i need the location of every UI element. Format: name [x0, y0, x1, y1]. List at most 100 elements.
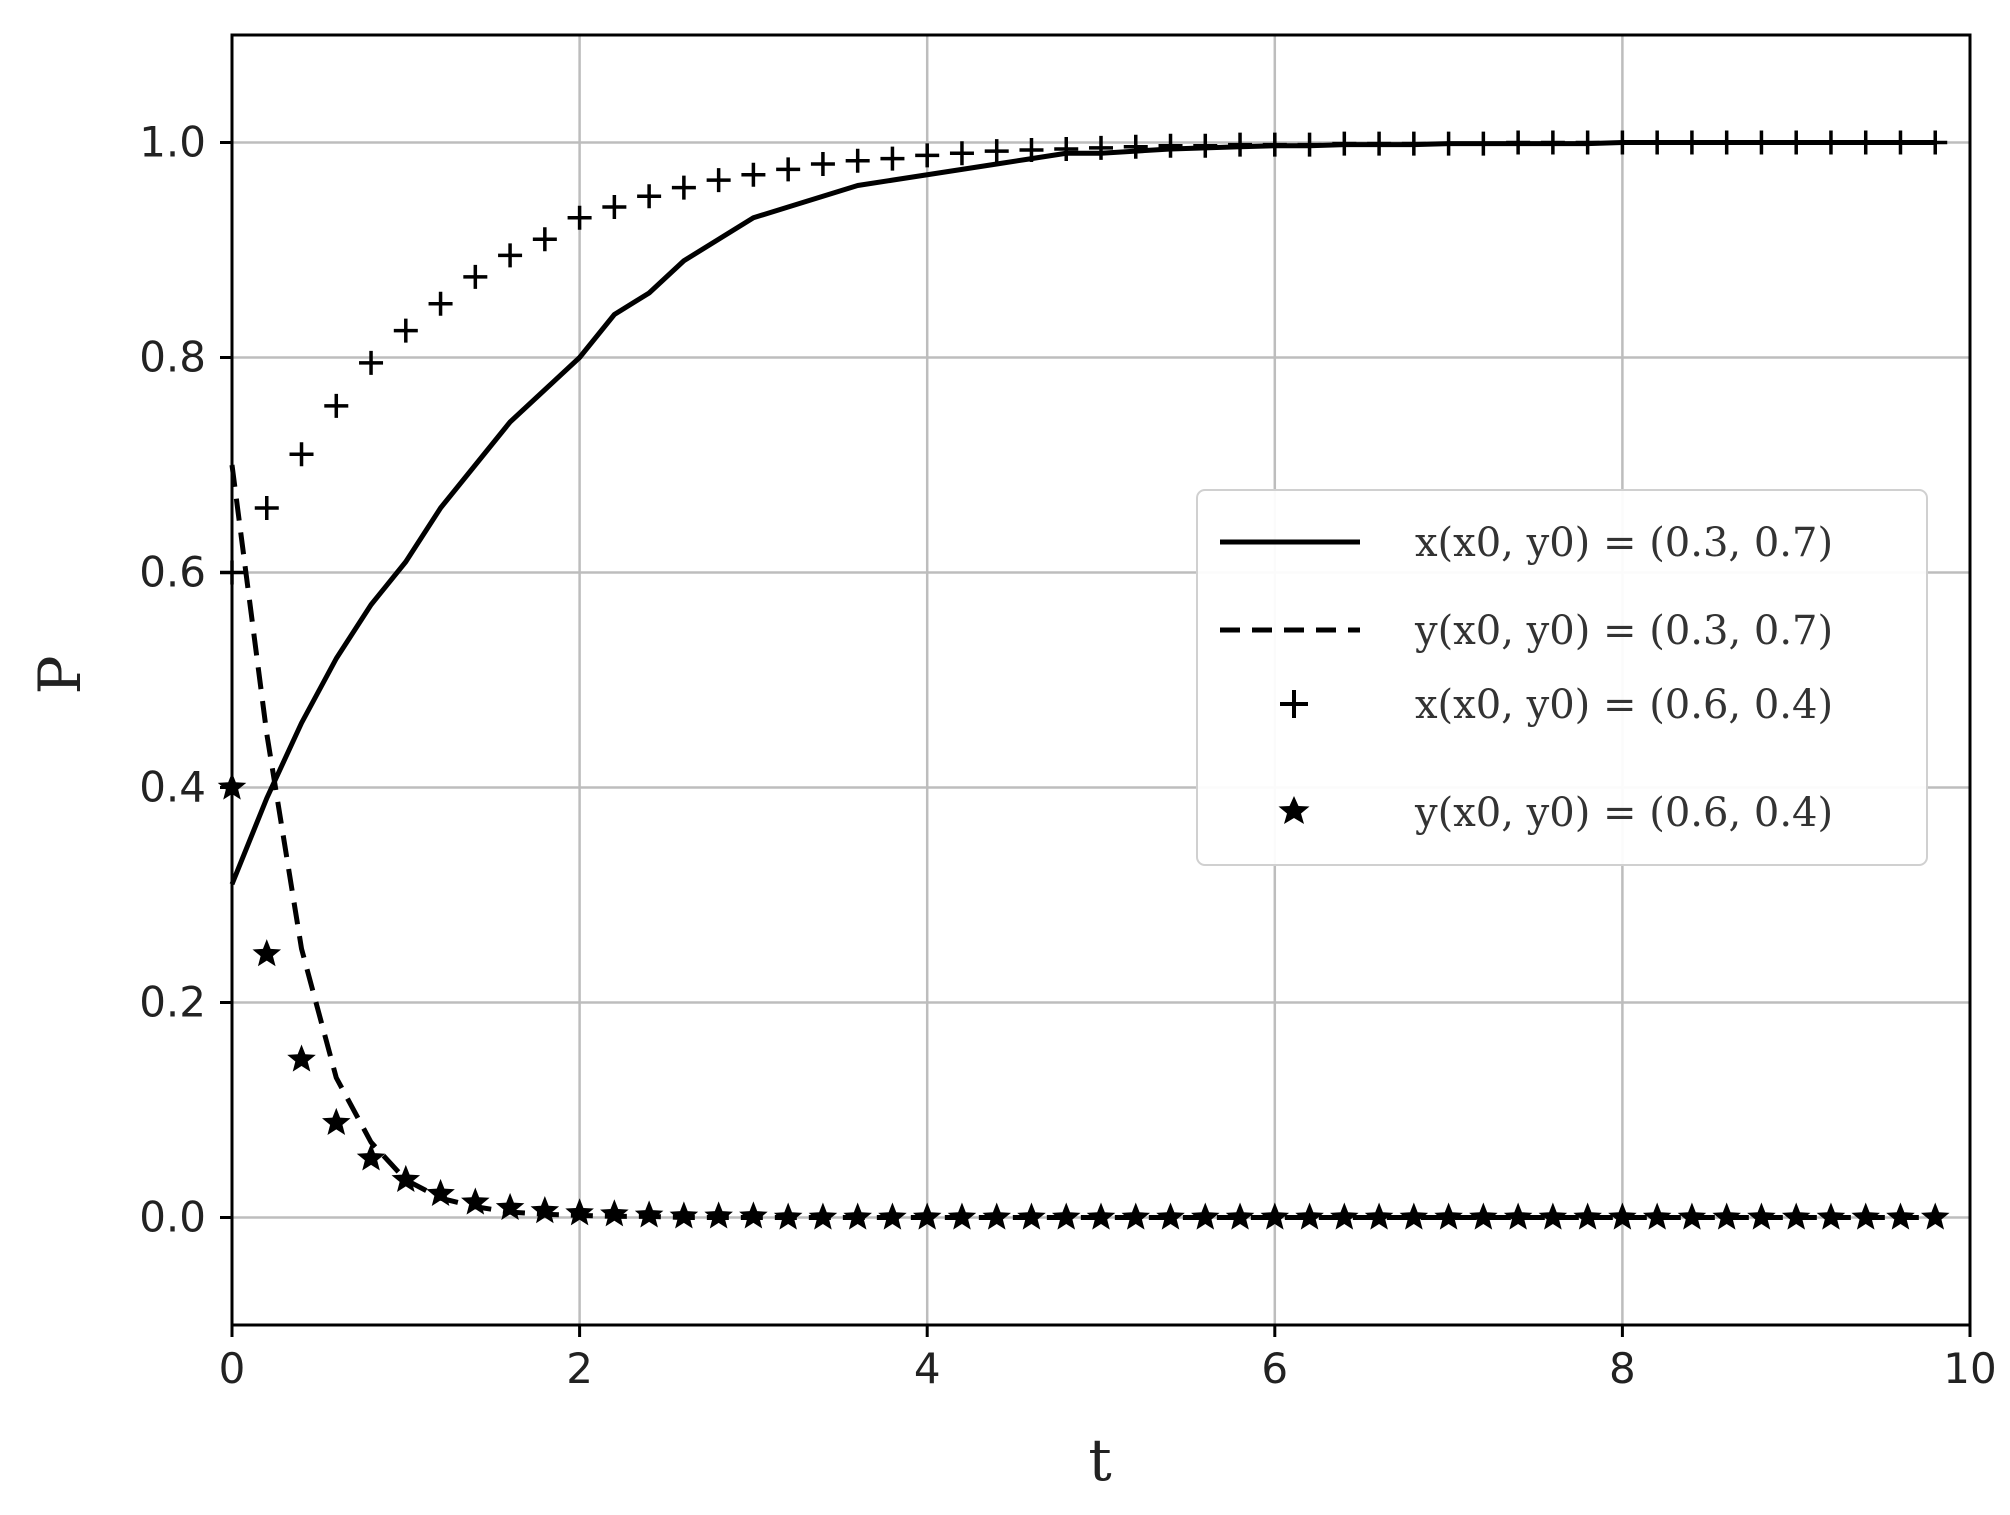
- data-point-plus: [463, 264, 488, 289]
- data-point-plus: [1332, 131, 1357, 156]
- data-point-star: [600, 1199, 629, 1227]
- data-point-plus: [984, 139, 1009, 164]
- data-point-plus: [1610, 130, 1635, 155]
- legend-label-series-2: y(x0, y0) = (0.3, 0.7): [1414, 608, 1833, 654]
- data-point-star: [634, 1200, 664, 1228]
- data-point-plus: [1297, 132, 1322, 157]
- data-point-plus: [1818, 130, 1843, 155]
- data-point-star: [1677, 1202, 1707, 1230]
- data-point-star: [843, 1202, 872, 1230]
- data-point-plus: [1506, 130, 1531, 155]
- data-point-plus: [880, 146, 905, 171]
- x-tick-label: 8: [1609, 1344, 1636, 1393]
- data-point-plus: [1123, 134, 1148, 159]
- data-point-plus: [324, 393, 349, 418]
- x-axis-label: t: [1088, 1426, 1111, 1494]
- data-point-plus: [1158, 133, 1183, 158]
- legend-box: [1196, 489, 1928, 866]
- data-point-star: [1538, 1202, 1568, 1230]
- data-point-plus: [706, 168, 731, 193]
- data-point-plus: [1540, 130, 1565, 155]
- data-point-star: [1260, 1202, 1290, 1230]
- data-point-star: [391, 1164, 421, 1193]
- data-point-plus: [1089, 135, 1113, 160]
- data-point-plus: [1923, 130, 1948, 155]
- data-point-star: [1712, 1202, 1741, 1230]
- x-tick-label: 0: [219, 1344, 246, 1393]
- data-point-plus: [776, 157, 801, 182]
- data-point-plus: [741, 162, 766, 187]
- data-point-plus: [1679, 130, 1704, 155]
- data-point-plus: [1228, 132, 1253, 157]
- data-point-plus: [602, 195, 627, 219]
- data-point-star: [1156, 1202, 1185, 1230]
- legend-marker-star: [1278, 796, 1310, 824]
- data-point-plus: [810, 152, 835, 176]
- data-point-star: [773, 1202, 803, 1230]
- data-point-star: [808, 1202, 838, 1230]
- data-point-plus: [1784, 130, 1809, 155]
- data-point-star: [1086, 1202, 1116, 1230]
- data-point-star: [287, 1044, 316, 1072]
- data-point-star: [739, 1201, 768, 1229]
- y-tick-label: 0.2: [139, 978, 206, 1027]
- data-point-star: [947, 1202, 977, 1230]
- data-point-star: [461, 1187, 490, 1215]
- data-point-star: [356, 1143, 386, 1171]
- data-point-plus: [915, 143, 940, 168]
- data-point-plus: [637, 184, 662, 209]
- data-point-plus: [428, 291, 453, 316]
- data-point-plus: [289, 442, 314, 467]
- data-point-plus: [532, 227, 557, 252]
- data-point-plus: [1471, 131, 1496, 156]
- data-point-star: [1851, 1202, 1880, 1230]
- data-point-star: [252, 939, 282, 967]
- x-tick-label: 4: [914, 1344, 941, 1393]
- data-point-star: [1017, 1202, 1046, 1230]
- data-point-plus: [567, 205, 592, 230]
- y-tick-label: 0.8: [139, 333, 206, 382]
- x-tick-label: 10: [1943, 1344, 1996, 1393]
- data-point-star: [1225, 1202, 1255, 1230]
- tick-labels: 0 2 4 6 8 10 0.0 0.2 0.4 0.6 0.8 1.0: [139, 118, 1997, 1394]
- legend: x(x0, y0) = (0.3, 0.7) y(x0, y0) = (0.3,…: [1196, 489, 1928, 866]
- data-point-star: [669, 1201, 699, 1229]
- data-point-plus: [254, 496, 279, 520]
- data-point-star: [1191, 1202, 1220, 1230]
- data-point-plus: [498, 243, 523, 268]
- data-point-plus: [1714, 130, 1739, 155]
- legend-marker-plus: [1280, 690, 1308, 718]
- data-point-star: [1364, 1202, 1394, 1230]
- data-point-plus: [1367, 131, 1392, 156]
- data-point-star: [1747, 1202, 1776, 1230]
- data-point-star: [1816, 1202, 1846, 1230]
- data-point-plus: [393, 318, 418, 343]
- data-point-star: [878, 1202, 907, 1230]
- y-tick-label: 0.0: [139, 1193, 206, 1242]
- data-point-star: [530, 1196, 560, 1224]
- data-point-plus: [1888, 130, 1913, 155]
- series-layer: [217, 130, 1950, 1230]
- data-point-star: [1608, 1202, 1637, 1230]
- y-tick-label: 0.4: [139, 763, 206, 812]
- data-point-plus: [949, 141, 974, 166]
- data-point-star: [1121, 1202, 1151, 1230]
- data-point-star: [322, 1107, 351, 1136]
- data-point-plus: [1262, 132, 1287, 157]
- y-axis-label: P: [26, 655, 94, 694]
- data-point-star: [704, 1201, 733, 1229]
- x-tick-label: 2: [566, 1344, 593, 1393]
- data-point-star: [1434, 1202, 1463, 1230]
- data-point-star: [982, 1202, 1011, 1230]
- y-tick-label: 0.6: [139, 548, 206, 597]
- data-point-star: [1781, 1202, 1811, 1230]
- data-point-star: [912, 1202, 942, 1230]
- data-point-star: [426, 1178, 455, 1206]
- data-point-plus: [1575, 130, 1600, 155]
- data-point-star: [1469, 1202, 1498, 1230]
- data-point-star: [1503, 1202, 1533, 1230]
- legend-label-series-1: x(x0, y0) = (0.3, 0.7): [1415, 520, 1833, 566]
- data-point-plus: [671, 175, 696, 200]
- data-point-plus: [359, 350, 384, 375]
